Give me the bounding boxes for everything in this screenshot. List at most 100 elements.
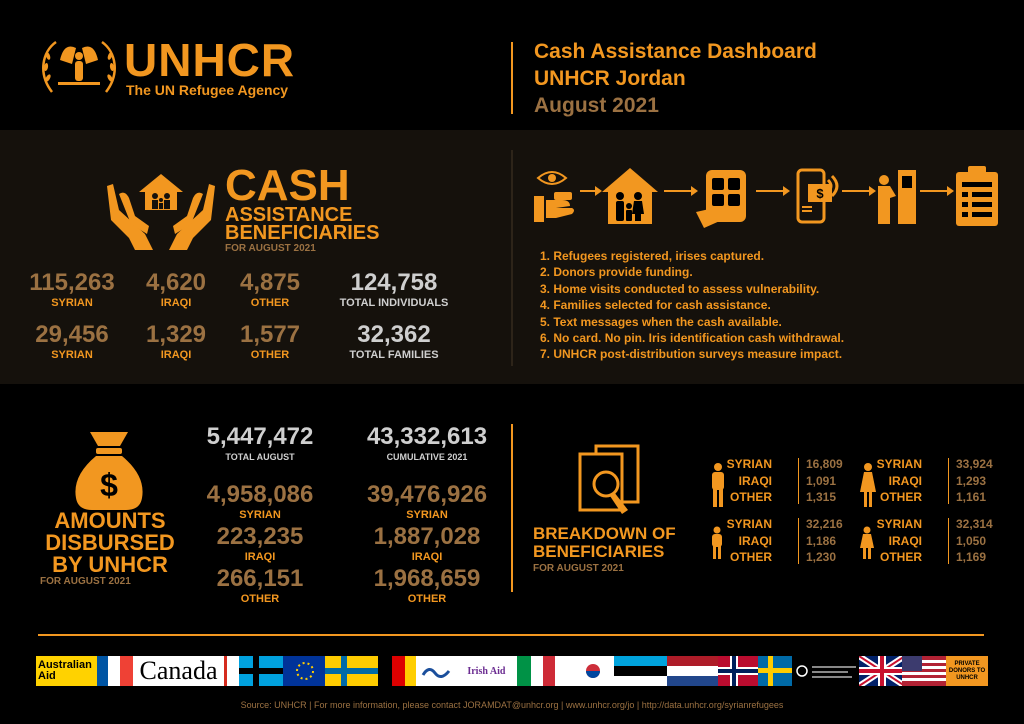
house-family-icon <box>602 168 658 224</box>
flag-italy-icon <box>516 656 555 686</box>
individuals-iraqi: 4,620 IRAQI <box>136 270 216 310</box>
august-other: 266,151 OTHER <box>198 566 322 606</box>
stat-value: 1,329 <box>145 321 207 348</box>
group-value: 32,314 <box>956 517 993 531</box>
stat-value: 4,958,086 <box>206 481 314 508</box>
families-total: 32,362 TOTAL FAMILIES <box>324 322 464 362</box>
august-syrian: 4,958,086 SYRIAN <box>198 482 322 522</box>
stat-value: 4,620 <box>145 269 207 296</box>
clipboard-survey-icon <box>956 166 998 226</box>
australian-aid-logo: Australian Aid <box>36 656 97 686</box>
dashboard-title: Cash Assistance Dashboard <box>534 40 817 63</box>
process-step: 7. UNHCR post-distribution surveys measu… <box>540 347 843 362</box>
text-logo-icon <box>796 665 857 678</box>
process-arrow <box>842 186 876 196</box>
individuals-other: 4,875 OTHER <box>230 270 310 310</box>
stripes-flag-icon <box>666 656 719 686</box>
stat-value: 124,758 <box>350 269 438 296</box>
section-divider <box>511 424 513 592</box>
breakdown-boys: SYRIAN IRAQI OTHER 32,216 1,186 1,230 <box>710 516 860 568</box>
breakdown-period: FOR AUGUST 2021 <box>533 563 624 574</box>
group-label: OTHER <box>880 490 922 504</box>
cross-flag-icon <box>324 656 379 686</box>
group-values: 33,924 1,293 1,161 <box>956 456 993 506</box>
stripes-flag-icon <box>378 656 417 686</box>
cash-subtitle-assistance: ASSISTANCE <box>225 204 353 226</box>
august-total: 5,447,472 TOTAL AUGUST <box>198 424 322 464</box>
tablet-form-icon <box>696 170 746 228</box>
unhcr-emblem-icon <box>42 40 116 93</box>
dashboard-subtitle: UNHCR Jordan <box>534 67 686 90</box>
group-divider <box>948 458 949 504</box>
cumulative-syrian: 39,476,926 SYRIAN <box>356 482 498 522</box>
stat-label: IRAQI <box>411 551 443 563</box>
source-footnote: Source: UNHCR | For more information, pl… <box>240 700 784 710</box>
group-value: 16,809 <box>806 457 843 471</box>
stars-stripes-icon <box>902 656 947 686</box>
process-arrow <box>920 186 954 196</box>
stat-label: OTHER <box>240 593 280 605</box>
canada-logo: Canada <box>132 656 225 686</box>
private-donors-logo: PRIVATE DONORS TO UNHCR <box>946 656 989 686</box>
process-step: 5. Text messages when the cash available… <box>540 314 782 329</box>
stat-value: 39,476,926 <box>366 481 488 508</box>
spacer <box>554 656 570 686</box>
header-divider <box>511 42 513 114</box>
stat-label: IRAQI <box>160 349 192 361</box>
girl-icon <box>860 526 874 559</box>
group-label: OTHER <box>730 490 772 504</box>
group-label: SYRIAN <box>726 517 772 531</box>
individuals-total: 124,758 TOTAL INDIVIDUALS <box>324 270 464 310</box>
svg-text:$: $ <box>816 186 824 201</box>
group-value: 1,186 <box>806 533 837 548</box>
union-jack-icon <box>858 656 903 686</box>
stat-label: OTHER <box>250 297 290 309</box>
stat-value: 223,235 <box>216 523 304 550</box>
process-step: 1. Refugees registered, irises captured. <box>540 249 765 263</box>
group-label: IRAQI <box>888 473 922 488</box>
stat-value: 32,362 <box>357 321 431 348</box>
process-step: 3. Home visits conducted to assess vulne… <box>540 281 820 296</box>
families-syrian: 29,456 SYRIAN <box>22 322 122 362</box>
process-steps-list: 1. Refugees registered, irises captured.… <box>540 248 1000 363</box>
stat-label: SYRIAN <box>51 297 93 309</box>
group-value: 1,230 <box>806 550 837 564</box>
group-labels: SYRIAN IRAQI OTHER <box>727 456 772 506</box>
stat-label: TOTAL INDIVIDUALS <box>339 297 449 309</box>
flag-uk-icon <box>858 656 903 686</box>
process-step: 2. Donors provide funding. <box>540 265 693 280</box>
stat-label: IRAQI <box>244 551 276 563</box>
group-value: 1,315 <box>806 490 837 504</box>
group-divider <box>798 518 799 564</box>
stripes-flag-icon <box>613 656 667 686</box>
process-arrow <box>664 186 698 196</box>
group-values: 32,216 1,186 1,230 <box>806 516 843 566</box>
canada-flag-icon <box>224 656 240 686</box>
families-iraqi: 1,329 IRAQI <box>136 322 216 362</box>
breakdown-adult-women: SYRIAN IRAQI OTHER 33,924 1,293 1,161 <box>860 456 1010 508</box>
stat-label: TOTAL AUGUST <box>225 452 295 462</box>
cash-title: CASH <box>225 161 350 210</box>
group-label: IRAQI <box>888 533 922 548</box>
agency-logo <box>416 656 456 686</box>
cross-flag-icon <box>758 656 793 686</box>
stat-label: SYRIAN <box>239 509 281 521</box>
stat-label: IRAQI <box>160 297 192 309</box>
group-values: 16,809 1,091 1,315 <box>806 456 843 506</box>
stat-value: 1,577 <box>239 321 301 348</box>
phone-message-icon: $ <box>796 168 839 224</box>
group-divider <box>948 518 949 564</box>
amounts-title: AMOUNTS DISBURSED BY UNHCR <box>45 508 175 577</box>
group-labels: SYRIAN IRAQI OTHER <box>877 456 922 506</box>
agency-logo <box>792 656 859 686</box>
group-label: SYRIAN <box>726 457 772 471</box>
cash-subtitle-beneficiaries: BENEFICIARIES <box>225 222 380 244</box>
eu-stars-icon <box>283 656 325 686</box>
stat-label: CUMULATIVE 2021 <box>386 452 468 462</box>
cumulative-iraqi: 1,887,028 IRAQI <box>356 524 498 564</box>
group-label: OTHER <box>880 550 922 564</box>
flag-stripes-icon <box>613 656 667 686</box>
group-value: 1,050 <box>956 533 987 548</box>
band-divider <box>511 150 513 366</box>
document-search-icon <box>578 444 640 514</box>
